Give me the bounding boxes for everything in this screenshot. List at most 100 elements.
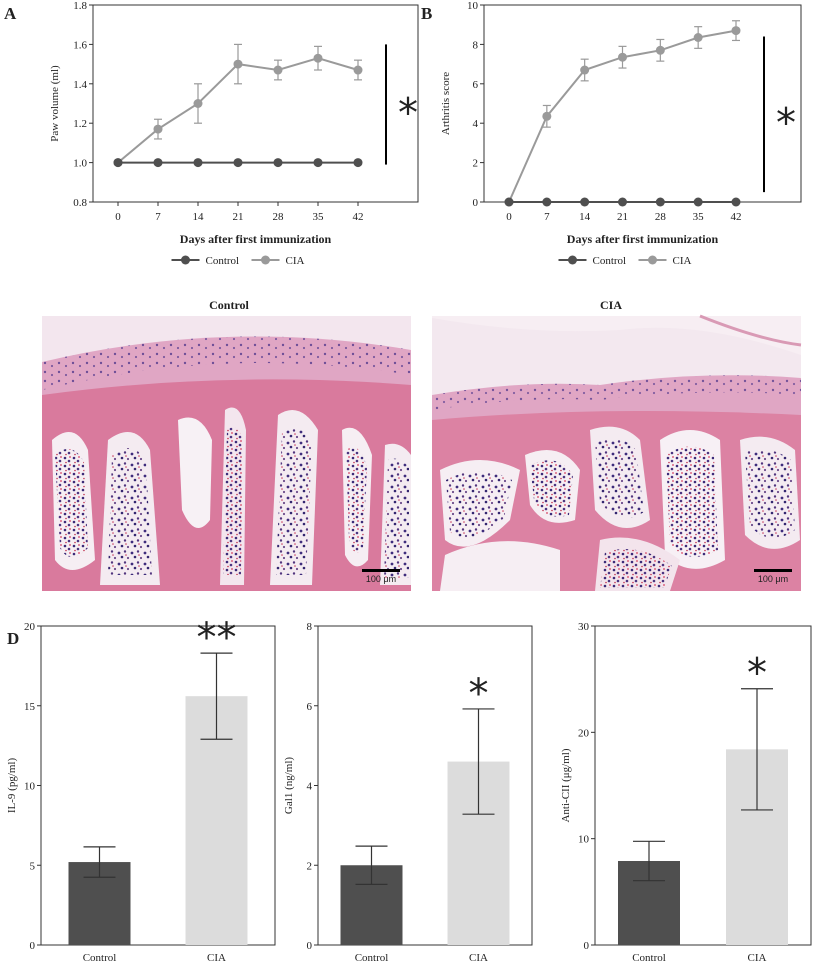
y-tick-label: 0 (584, 940, 590, 952)
panel-letter-d: D (7, 629, 19, 648)
significance-marker: * (469, 671, 489, 717)
x-tick-label: 7 (544, 211, 550, 223)
y-tick-label: 15 (24, 701, 36, 713)
legend-label: Control (206, 255, 240, 267)
data-point-control (542, 197, 552, 207)
data-point-control (504, 197, 514, 207)
data-point-cia (313, 53, 323, 63)
x-tick-label: Control (83, 952, 117, 964)
y-tick-label: 4 (473, 118, 479, 130)
x-tick-label: Control (355, 952, 389, 964)
data-point-cia (193, 99, 203, 108)
scale-label-control: 100 μm (366, 574, 396, 584)
legend-marker-control (181, 255, 190, 265)
legend-marker-cia (261, 255, 270, 265)
data-point-cia (618, 52, 627, 62)
x-tick-label: 35 (313, 211, 325, 223)
data-point-control (655, 197, 665, 207)
y-tick-label: 20 (24, 621, 36, 633)
x-tick-label: 0 (115, 211, 121, 223)
y-tick-label: 8 (473, 39, 479, 51)
data-point-control (618, 197, 627, 207)
data-point-cia (153, 124, 163, 134)
y-axis-label: Anti-CII (μg/ml) (560, 748, 572, 822)
plot-frame (483, 4, 802, 203)
data-point-cia (655, 45, 665, 55)
legend-label: CIA (286, 255, 305, 267)
significance-marker: * (398, 90, 418, 136)
y-tick-label: 0 (307, 940, 313, 952)
chart-arthritis-score: 0 2 4 6 8 10 0 7 14 21 28 35 42 Days after first immu… (440, 0, 802, 267)
panel-letter-a: A (4, 4, 17, 23)
data-point-cia (542, 111, 552, 121)
x-tick-label: 28 (273, 211, 285, 223)
x-tick-label: 28 (655, 211, 667, 223)
data-point-control (193, 158, 203, 168)
legend-label: Control (593, 255, 627, 267)
y-tick-label: 1.8 (73, 0, 87, 12)
x-tick-label: CIA (207, 952, 226, 964)
y-tick-label: 0 (473, 197, 479, 209)
y-tick-label: 5 (30, 860, 36, 872)
plot-frame (594, 625, 812, 946)
data-point-control (580, 197, 590, 207)
y-tick-label: 10 (467, 0, 479, 12)
x-tick-label: 7 (155, 211, 161, 223)
chart-paw-volume: 0.8 1.0 1.2 1.4 1.6 1.8 0 7 14 21 28 35 42 Days after… (49, 0, 419, 267)
y-tick-label: 1.0 (73, 158, 87, 170)
data-point-control (731, 197, 741, 207)
panel-a: A 0.8 1.0 1.2 1.4 1.6 1.8 0 7 14 21 28 35 42 Days aft… (4, 0, 419, 267)
significance-marker: * (747, 651, 767, 697)
legend-label: CIA (673, 255, 692, 267)
panel-c: C Control CIA 100 μm (42, 298, 802, 591)
data-point-cia (731, 26, 741, 36)
y-tick-label: 20 (578, 727, 590, 739)
y-tick-label: 1.6 (73, 39, 87, 51)
data-point-control (313, 158, 323, 168)
y-axis-label: Paw volume (ml) (49, 65, 61, 142)
legend-marker-cia (648, 255, 657, 265)
data-point-control (113, 158, 123, 168)
y-tick-label: 10 (578, 834, 590, 846)
x-tick-label: 42 (353, 211, 364, 223)
chart-anti-cii: 0 10 20 30 Anti-CII (μg/ml) Control CIA * (560, 621, 812, 964)
y-tick-label: 6 (473, 79, 479, 91)
y-axis-label: IL-9 (pg/ml) (6, 758, 18, 814)
y-axis-label: Gal1 (ng/ml) (283, 757, 295, 814)
x-tick-label: 35 (693, 211, 705, 223)
y-tick-label: 0 (30, 940, 36, 952)
data-point-control (153, 158, 163, 168)
significance-marker: ** (197, 615, 237, 661)
data-point-cia (273, 65, 283, 75)
x-tick-label: 0 (506, 211, 512, 223)
x-tick-label: 42 (731, 211, 742, 223)
micrograph-cia: 100 μm (432, 314, 802, 591)
data-point-cia (580, 65, 590, 75)
x-axis-label: Days after first immunization (567, 232, 719, 246)
data-point-control (353, 158, 363, 168)
y-tick-label: 1.4 (73, 79, 87, 91)
chart-il9: 0 5 10 15 20 IL-9 (pg/ml) Control CIA ** (6, 615, 276, 964)
y-tick-label: 8 (307, 621, 313, 633)
x-tick-label: 21 (617, 211, 628, 223)
y-tick-label: 30 (578, 621, 590, 633)
significance-marker: * (776, 100, 796, 146)
x-axis-label: Days after first immunization (180, 232, 332, 246)
panel-b: B 0 2 4 6 8 10 0 7 14 21 28 35 42 Days after first im… (421, 0, 802, 267)
y-tick-label: 10 (24, 781, 36, 793)
y-tick-label: 2 (473, 158, 479, 170)
plot-frame (92, 4, 419, 203)
panel-letter-b: B (421, 4, 432, 23)
x-tick-label: Control (632, 952, 666, 964)
y-tick-label: 1.2 (73, 118, 87, 130)
x-tick-label: 14 (579, 211, 591, 223)
data-point-cia (353, 65, 363, 75)
micrograph-control: 100 μm (42, 316, 411, 591)
legend-marker-control (568, 255, 577, 265)
x-tick-label: 21 (233, 211, 244, 223)
x-tick-label: CIA (469, 952, 488, 964)
micrograph-cia-title: CIA (600, 298, 622, 312)
data-point-cia (233, 59, 243, 69)
